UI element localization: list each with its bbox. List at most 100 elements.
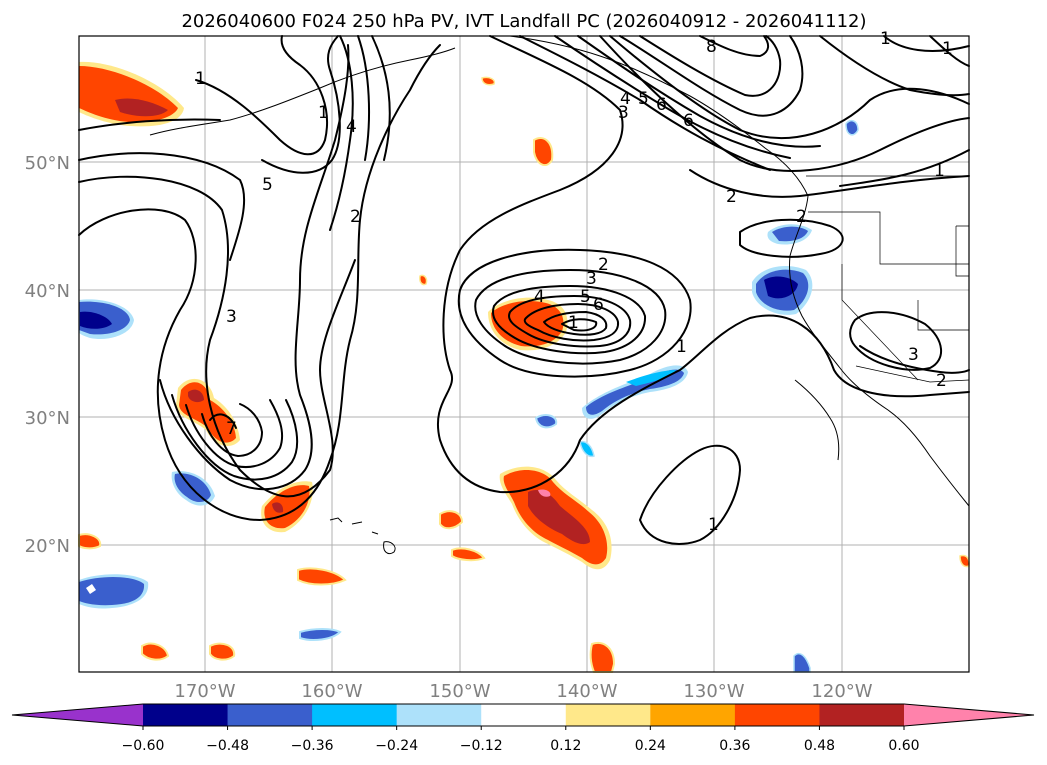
colorbar-tick-label: −0.36 [291,738,334,754]
colorbar-segment [227,704,313,726]
contour-label: 1 [934,161,945,181]
contour-line [371,35,391,161]
contour-label: 1 [318,103,329,123]
lon-label: 120°W [811,681,872,702]
pv-positive-patch [499,466,612,570]
contour-label: 1 [880,29,891,49]
pv-negative-patch [793,652,811,673]
pv-negative-patch [79,574,149,609]
pv-negative-patch [579,440,595,458]
contour-label: 3 [226,307,237,327]
pv-negative-patch [79,299,134,340]
contour-line [519,35,771,171]
contour-label: 6 [593,295,604,315]
contour-line [78,175,356,498]
contour-line [492,285,647,355]
contour-label: 6 [656,95,667,115]
colorbar-tick-label: 0.12 [550,738,581,754]
pv-positive-patch [451,547,486,562]
pv-positive-patch [419,274,428,286]
colorbar-tick-label: 0.60 [888,738,919,754]
contour-line [329,35,354,231]
lat-label: 40°N [25,281,70,302]
contour-label: 3 [586,269,597,289]
state-border [917,300,969,331]
contour-line [474,269,667,365]
contour-line [508,295,632,348]
contour-line [739,218,844,258]
map-title: 2026040600 F024 250 hPa PV, IVT Landfall… [181,11,866,32]
pv-positive-patch [533,137,554,167]
lon-label: 160°W [301,681,362,702]
contour-label: 2 [350,207,361,227]
colorbar-segment [481,704,567,726]
contour-labels: 1 1 2 3 4 5 6 7 8 1 1 2 1 2 3 4 5 6 1 4 … [195,29,953,535]
state-border [955,225,969,277]
contour-line [599,35,970,172]
contour-line [849,311,942,371]
contour-label: 7 [226,419,237,439]
contour-label: 3 [618,103,629,123]
contour-line [209,413,237,429]
colorbar-segment [819,704,905,726]
hawaii-islands [329,517,396,555]
pv-positive-patch [78,533,102,550]
lon-label: 140°W [556,681,617,702]
colorbar-segment [312,704,398,726]
colorbar: −0.60 −0.48 −0.36 −0.24 −0.12 0.12 0.24 0.36 0.4… [11,703,1035,754]
pv-positive-patch [439,510,464,530]
pv-negative-patch [534,414,558,429]
contour-label: 2 [598,255,609,275]
colorbar-tick-label: −0.48 [206,738,249,754]
lon-label: 130°W [683,681,744,702]
pv-negative-patch [845,119,859,136]
contour-line [543,311,608,336]
contour-label: 4 [534,287,545,307]
contour-label: 4 [620,89,631,109]
pv-positive-patch [176,378,240,446]
contour-label: 4 [346,117,357,137]
colorbar-extend-low [12,704,143,726]
map-frame [78,35,970,673]
contour-line [261,35,341,174]
contour-label: 5 [638,89,649,109]
latitude-labels: 50°N 40°N 30°N 20°N [25,153,70,557]
contour-line [819,35,970,97]
colorbar-tick-label: −0.60 [122,738,165,754]
contour-label: 1 [676,337,687,357]
us-mexico-border [855,365,970,383]
contour-line [609,35,970,139]
contour-line [523,303,620,342]
contour-line [577,35,821,148]
contour-line [839,149,970,187]
colorbar-tick-label: 0.24 [635,738,666,754]
colorbar-tick-label: −0.24 [375,738,418,754]
contour-line [619,35,804,117]
contour-line [929,35,970,67]
contour-label: 3 [908,345,919,365]
contour-label: 1 [195,69,206,89]
colorbar-segment [650,704,736,726]
pv-positive-patch [141,642,170,661]
contour-line [185,399,284,468]
lat-label: 30°N [25,408,70,429]
contour-line [171,394,299,481]
contour-line [457,248,692,378]
contour-label: 2 [796,207,807,227]
colorbar-tick-label: 0.36 [719,738,750,754]
pv-positive-patch [209,642,236,661]
contour-line [689,169,970,198]
contour-line [883,35,970,52]
contour-label: 1 [942,39,953,59]
lat-label: 50°N [25,153,70,174]
state-border [841,264,919,381]
state-border [808,211,969,265]
colorbar-tick-label: −0.12 [460,738,503,754]
contour-line [78,44,441,521]
contour-line [437,35,970,494]
pv-positive-patch [79,61,184,127]
pv-contours [78,35,970,545]
pv-negative-patch [299,628,342,641]
baja-coast [794,379,840,461]
